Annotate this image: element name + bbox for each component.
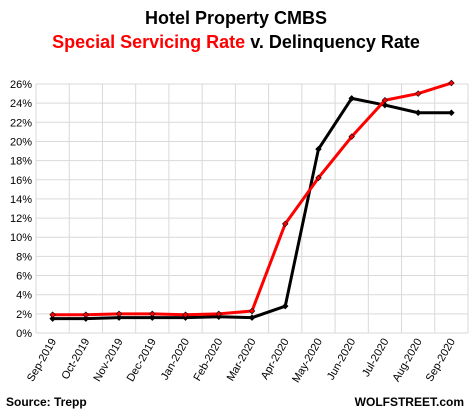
y-tick-label: 8% (16, 251, 32, 263)
x-tick-label: Jul-2020 (360, 337, 391, 380)
data-point-delinquency-rate (448, 109, 455, 116)
data-point-delinquency-rate (115, 314, 123, 321)
data-point-delinquency-rate (248, 314, 256, 321)
x-tick-label: Oct-2019 (59, 337, 92, 382)
data-point-special-servicing-rate (448, 79, 455, 87)
y-tick-label: 24% (10, 98, 32, 110)
x-tick-label: May-2020 (290, 337, 325, 385)
source-label: Source: Trepp (6, 395, 87, 409)
data-series (49, 79, 455, 322)
data-point-special-servicing-rate (49, 311, 56, 319)
subtitle-delinquency: v. Delinquency Rate (250, 32, 420, 52)
chart-subtitle: Special Servicing Rate v. Delinquency Ra… (0, 30, 472, 54)
x-tick-label: Mar-2020 (225, 337, 259, 384)
x-tick-label: Feb-2020 (191, 337, 225, 384)
x-tick-label: Nov-2019 (91, 337, 125, 384)
x-tick-label: Jun-2020 (325, 337, 358, 383)
y-tick-label: 4% (16, 290, 32, 302)
data-point-special-servicing-rate (348, 133, 355, 140)
y-tick-label: 14% (10, 194, 32, 206)
x-tick-label: Sep-2019 (25, 337, 59, 384)
data-point-special-servicing-rate (115, 310, 123, 318)
data-point-special-servicing-rate (82, 311, 90, 319)
data-point-delinquency-rate (414, 109, 422, 116)
data-point-delinquency-rate (82, 315, 90, 322)
y-tick-label: 0% (16, 328, 32, 340)
x-tick-label: Apr-2020 (259, 337, 292, 382)
y-tick-label: 16% (10, 175, 32, 187)
data-point-delinquency-rate (315, 145, 322, 153)
data-point-delinquency-rate (348, 95, 355, 102)
chart-title: Hotel Property CMBS (144, 8, 328, 28)
data-point-delinquency-rate (149, 314, 156, 321)
series-line-delinquency-rate (52, 96, 452, 321)
y-axis-ticks: 0% 2% 4% 6% 8% 10% 12% 14% 16% 18% 20% 22% 24% 26% (10, 79, 32, 340)
data-point-delinquency-rate (281, 302, 289, 310)
gridlines (35, 83, 469, 334)
y-tick-label: 10% (10, 232, 32, 244)
brand-label: WOLFSTREET.com (354, 395, 464, 409)
data-point-special-servicing-rate (381, 97, 389, 104)
data-point-special-servicing-rate (414, 90, 422, 97)
data-point-special-servicing-rate (315, 174, 322, 182)
chart-title-block: Hotel Property CMBS Special Servicing Ra… (0, 6, 472, 54)
data-point-special-servicing-rate (149, 310, 156, 318)
x-tick-label: Dec-2019 (125, 337, 159, 384)
y-tick-label: 20% (10, 136, 32, 148)
x-tick-label: Sep-2020 (424, 337, 458, 384)
y-tick-label: 26% (10, 79, 32, 91)
x-tick-label: Jan-2020 (159, 337, 192, 383)
y-tick-label: 22% (10, 117, 32, 129)
data-point-special-servicing-rate (182, 311, 189, 319)
data-point-special-servicing-rate (248, 307, 256, 315)
data-point-delinquency-rate (49, 315, 56, 322)
subtitle-special-servicing: Special Servicing Rate (52, 32, 246, 52)
data-point-special-servicing-rate (215, 310, 223, 318)
y-tick-label: 18% (10, 156, 32, 168)
y-tick-label: 12% (10, 213, 32, 225)
y-tick-label: 2% (16, 309, 32, 321)
y-tick-label: 6% (16, 271, 32, 283)
data-point-special-servicing-rate (281, 220, 289, 228)
x-tick-label: Aug-2020 (391, 337, 425, 384)
